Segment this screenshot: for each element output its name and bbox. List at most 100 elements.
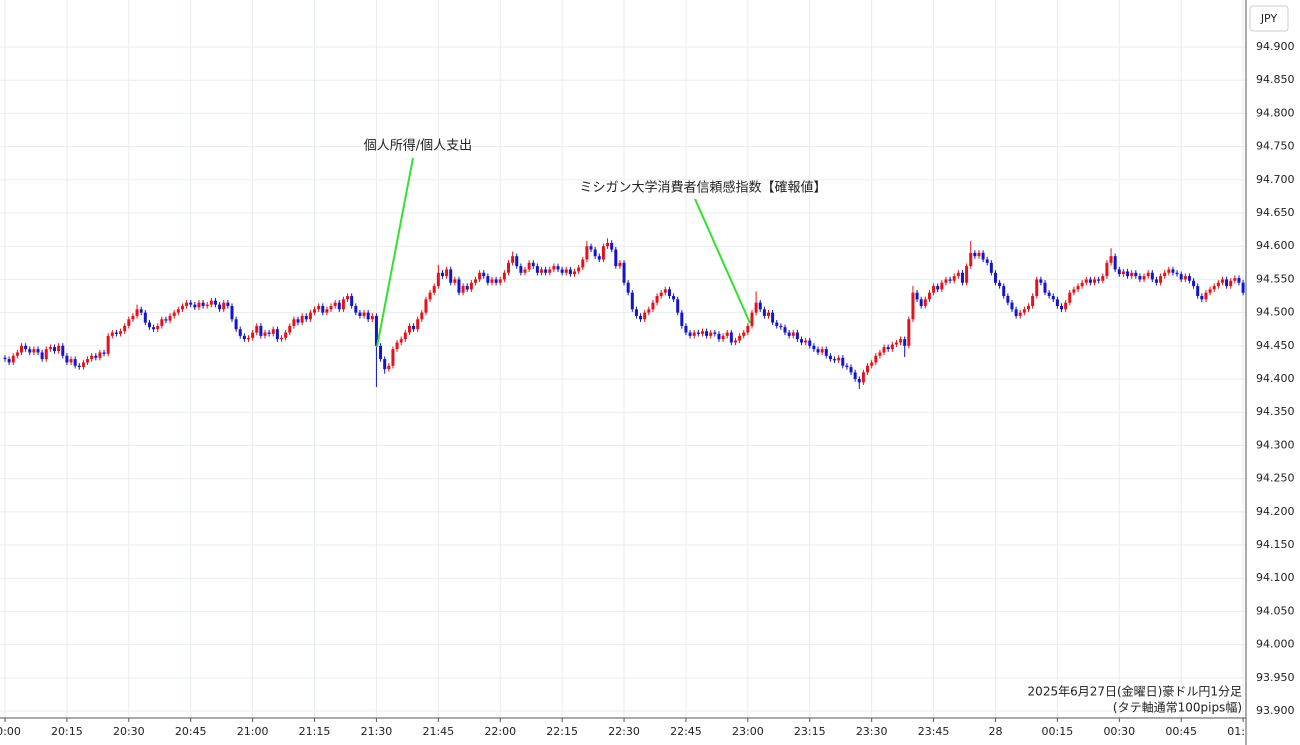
candle-body: [1105, 262, 1109, 277]
candle-body: [1101, 276, 1105, 281]
candle-body: [866, 365, 870, 373]
candle-body: [119, 331, 123, 334]
y-tick-label: 94.050: [1256, 604, 1295, 617]
candle-body: [837, 357, 841, 361]
candle-body: [1109, 256, 1113, 263]
y-tick-label: 94.400: [1256, 372, 1295, 385]
candle-body: [672, 296, 676, 300]
candle-body: [201, 302, 205, 306]
candle-body: [696, 332, 700, 334]
candle-body: [1047, 292, 1051, 297]
y-tick-label: 94.250: [1256, 472, 1295, 485]
x-tick-label: 21:30: [361, 725, 393, 738]
candle-body: [899, 339, 903, 343]
candle-body: [800, 339, 804, 343]
candle-body: [57, 345, 61, 352]
candle-body: [403, 332, 407, 340]
y-tick-label: 94.150: [1256, 538, 1295, 551]
candle-body: [176, 309, 180, 313]
candle-body: [284, 332, 288, 338]
candle-body: [267, 332, 271, 334]
candle-body: [366, 312, 370, 320]
candle-body: [944, 279, 948, 283]
candle-body: [1229, 280, 1233, 287]
candle-body: [222, 302, 226, 310]
candle-body: [1187, 276, 1191, 281]
candle-body: [156, 325, 160, 330]
x-tick-label: 20:00: [0, 725, 21, 738]
candle-body: [700, 331, 704, 334]
x-tick-label: 23:30: [856, 725, 888, 738]
candle-body: [189, 302, 193, 305]
candle-body: [271, 329, 275, 334]
candle-body: [1146, 272, 1150, 277]
candle-body: [436, 272, 440, 287]
candle-body: [90, 355, 94, 360]
candle-body: [387, 365, 391, 370]
candle-body: [1171, 269, 1175, 273]
y-axis-panel: [1246, 0, 1300, 745]
candle-body: [1183, 276, 1187, 280]
candle-body: [185, 302, 189, 306]
candle-body: [416, 319, 420, 330]
candle-body: [1076, 286, 1080, 290]
x-tick-label: 20:45: [175, 725, 207, 738]
candle-body: [1006, 296, 1010, 303]
candle-body: [32, 349, 36, 353]
candle-body: [1055, 299, 1059, 306]
y-tick-label: 94.700: [1256, 173, 1295, 186]
candle-body: [820, 349, 824, 353]
candle-body: [131, 315, 135, 320]
candle-body: [478, 272, 482, 280]
candle-body: [639, 315, 643, 320]
x-tick-label: 00:45: [1165, 725, 1197, 738]
candle-body: [878, 352, 882, 356]
y-tick-label: 94.650: [1256, 206, 1295, 219]
candle-body: [3, 357, 7, 360]
candle-body: [498, 279, 502, 283]
candle-body: [407, 325, 411, 333]
candle-body: [383, 359, 387, 370]
candle-body: [395, 342, 399, 350]
y-tick-label: 94.900: [1256, 40, 1295, 53]
x-tick-label: 23:15: [794, 725, 826, 738]
candle-body: [69, 359, 73, 363]
candle-body: [98, 352, 102, 358]
candle-body: [313, 309, 317, 313]
candle-body: [399, 339, 403, 343]
candle-body: [1121, 271, 1125, 275]
candle-body: [519, 266, 523, 273]
y-tick-label: 94.800: [1256, 106, 1295, 119]
candle-body: [143, 312, 147, 323]
candle-body: [544, 269, 548, 273]
candle-body: [824, 349, 828, 356]
candle-body: [469, 282, 473, 290]
candle-body: [226, 302, 230, 306]
candle-body: [742, 332, 746, 336]
candle-body: [577, 267, 581, 272]
candle-body: [647, 309, 651, 313]
candle-body: [816, 349, 820, 353]
candle-body: [828, 355, 832, 360]
candle-body: [676, 299, 680, 313]
candle-body: [680, 312, 684, 326]
candle-body: [911, 292, 915, 320]
candle-body: [1126, 271, 1130, 277]
y-tick-label: 94.300: [1256, 438, 1295, 451]
candle-body: [556, 266, 560, 270]
candle-body: [1225, 279, 1229, 287]
candle-body: [515, 256, 519, 267]
candle-body: [977, 252, 981, 257]
x-axis: 20:00 20:15 20:30 20:45 21:00 21:15 21:30 21:45…: [0, 718, 1259, 738]
candle-body: [717, 333, 721, 340]
candle-body: [1080, 282, 1084, 287]
candle-body: [7, 359, 11, 363]
candle-body: [36, 349, 40, 353]
candle-body: [81, 362, 85, 368]
candle-body: [391, 349, 395, 366]
x-tick-label: 22:00: [484, 725, 516, 738]
candle-body: [903, 339, 907, 346]
candle-body: [193, 304, 197, 308]
candle-body: [296, 319, 300, 323]
